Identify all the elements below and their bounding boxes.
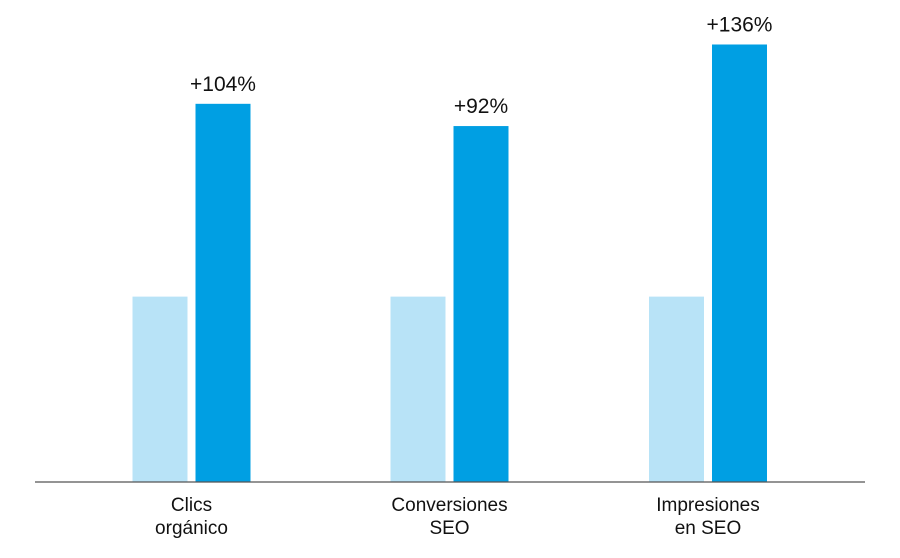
tick-label-1: Conversiones SEO <box>391 495 507 539</box>
data-label-1: +92% <box>454 95 508 118</box>
tick-label-0: Clics orgánico <box>155 495 228 539</box>
tick-label-line-2-1: en SEO <box>675 518 742 539</box>
tick-label-line-1-0: Conversiones <box>391 495 507 516</box>
bars-group <box>132 44 767 483</box>
bar-after-2 <box>712 44 767 482</box>
bar-before-0 <box>132 296 188 482</box>
tick-label-line-0-0: Clics <box>171 495 212 516</box>
bar-after-1 <box>453 126 509 483</box>
tick-label-2: Impresiones en SEO <box>656 495 760 539</box>
tick-label-line-1-1: SEO <box>429 518 469 539</box>
data-labels-group: +104% +92% +136% <box>190 13 772 118</box>
tick-labels-group: Clics orgánico Conversiones SEO Impresiones e… <box>155 495 760 539</box>
bar-before-2 <box>649 296 704 482</box>
bar-before-1 <box>390 296 446 482</box>
bar-after-0 <box>195 103 251 483</box>
data-label-0: +104% <box>190 73 256 96</box>
tick-label-line-0-1: orgánico <box>155 518 228 539</box>
tick-label-line-2-0: Impresiones <box>656 495 760 516</box>
data-label-2: +136% <box>707 13 773 36</box>
